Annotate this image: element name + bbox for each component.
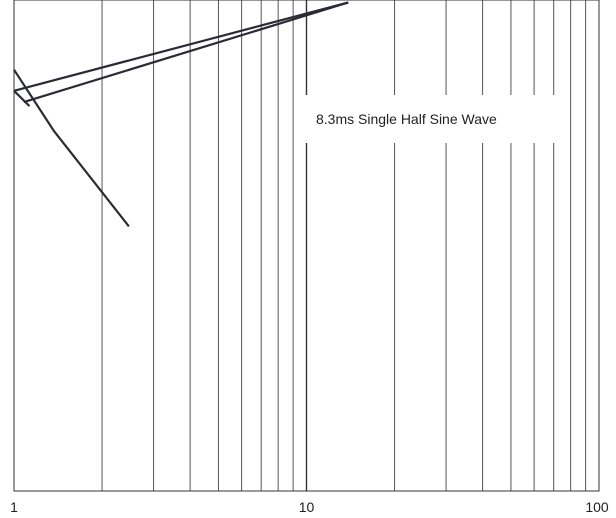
chart-annotation: 8.3ms Single Half Sine Wave [316, 111, 497, 127]
grid-lines [101, 0, 587, 491]
x-tick-label-1: 1 [10, 499, 18, 515]
x-tick-label-10: 10 [299, 499, 315, 515]
plot-frame [13, 0, 600, 492]
series-line-2 [13, 1, 349, 92]
x-tick-labels: 1 10 100 [10, 499, 609, 515]
x-tick-label-100: 100 [585, 499, 609, 515]
series-group [13, 1, 349, 228]
series-line-1 [13, 69, 130, 228]
annotation-background [304, 95, 562, 143]
series-line-3 [23, 1, 349, 104]
series-line-4 [13, 90, 31, 107]
